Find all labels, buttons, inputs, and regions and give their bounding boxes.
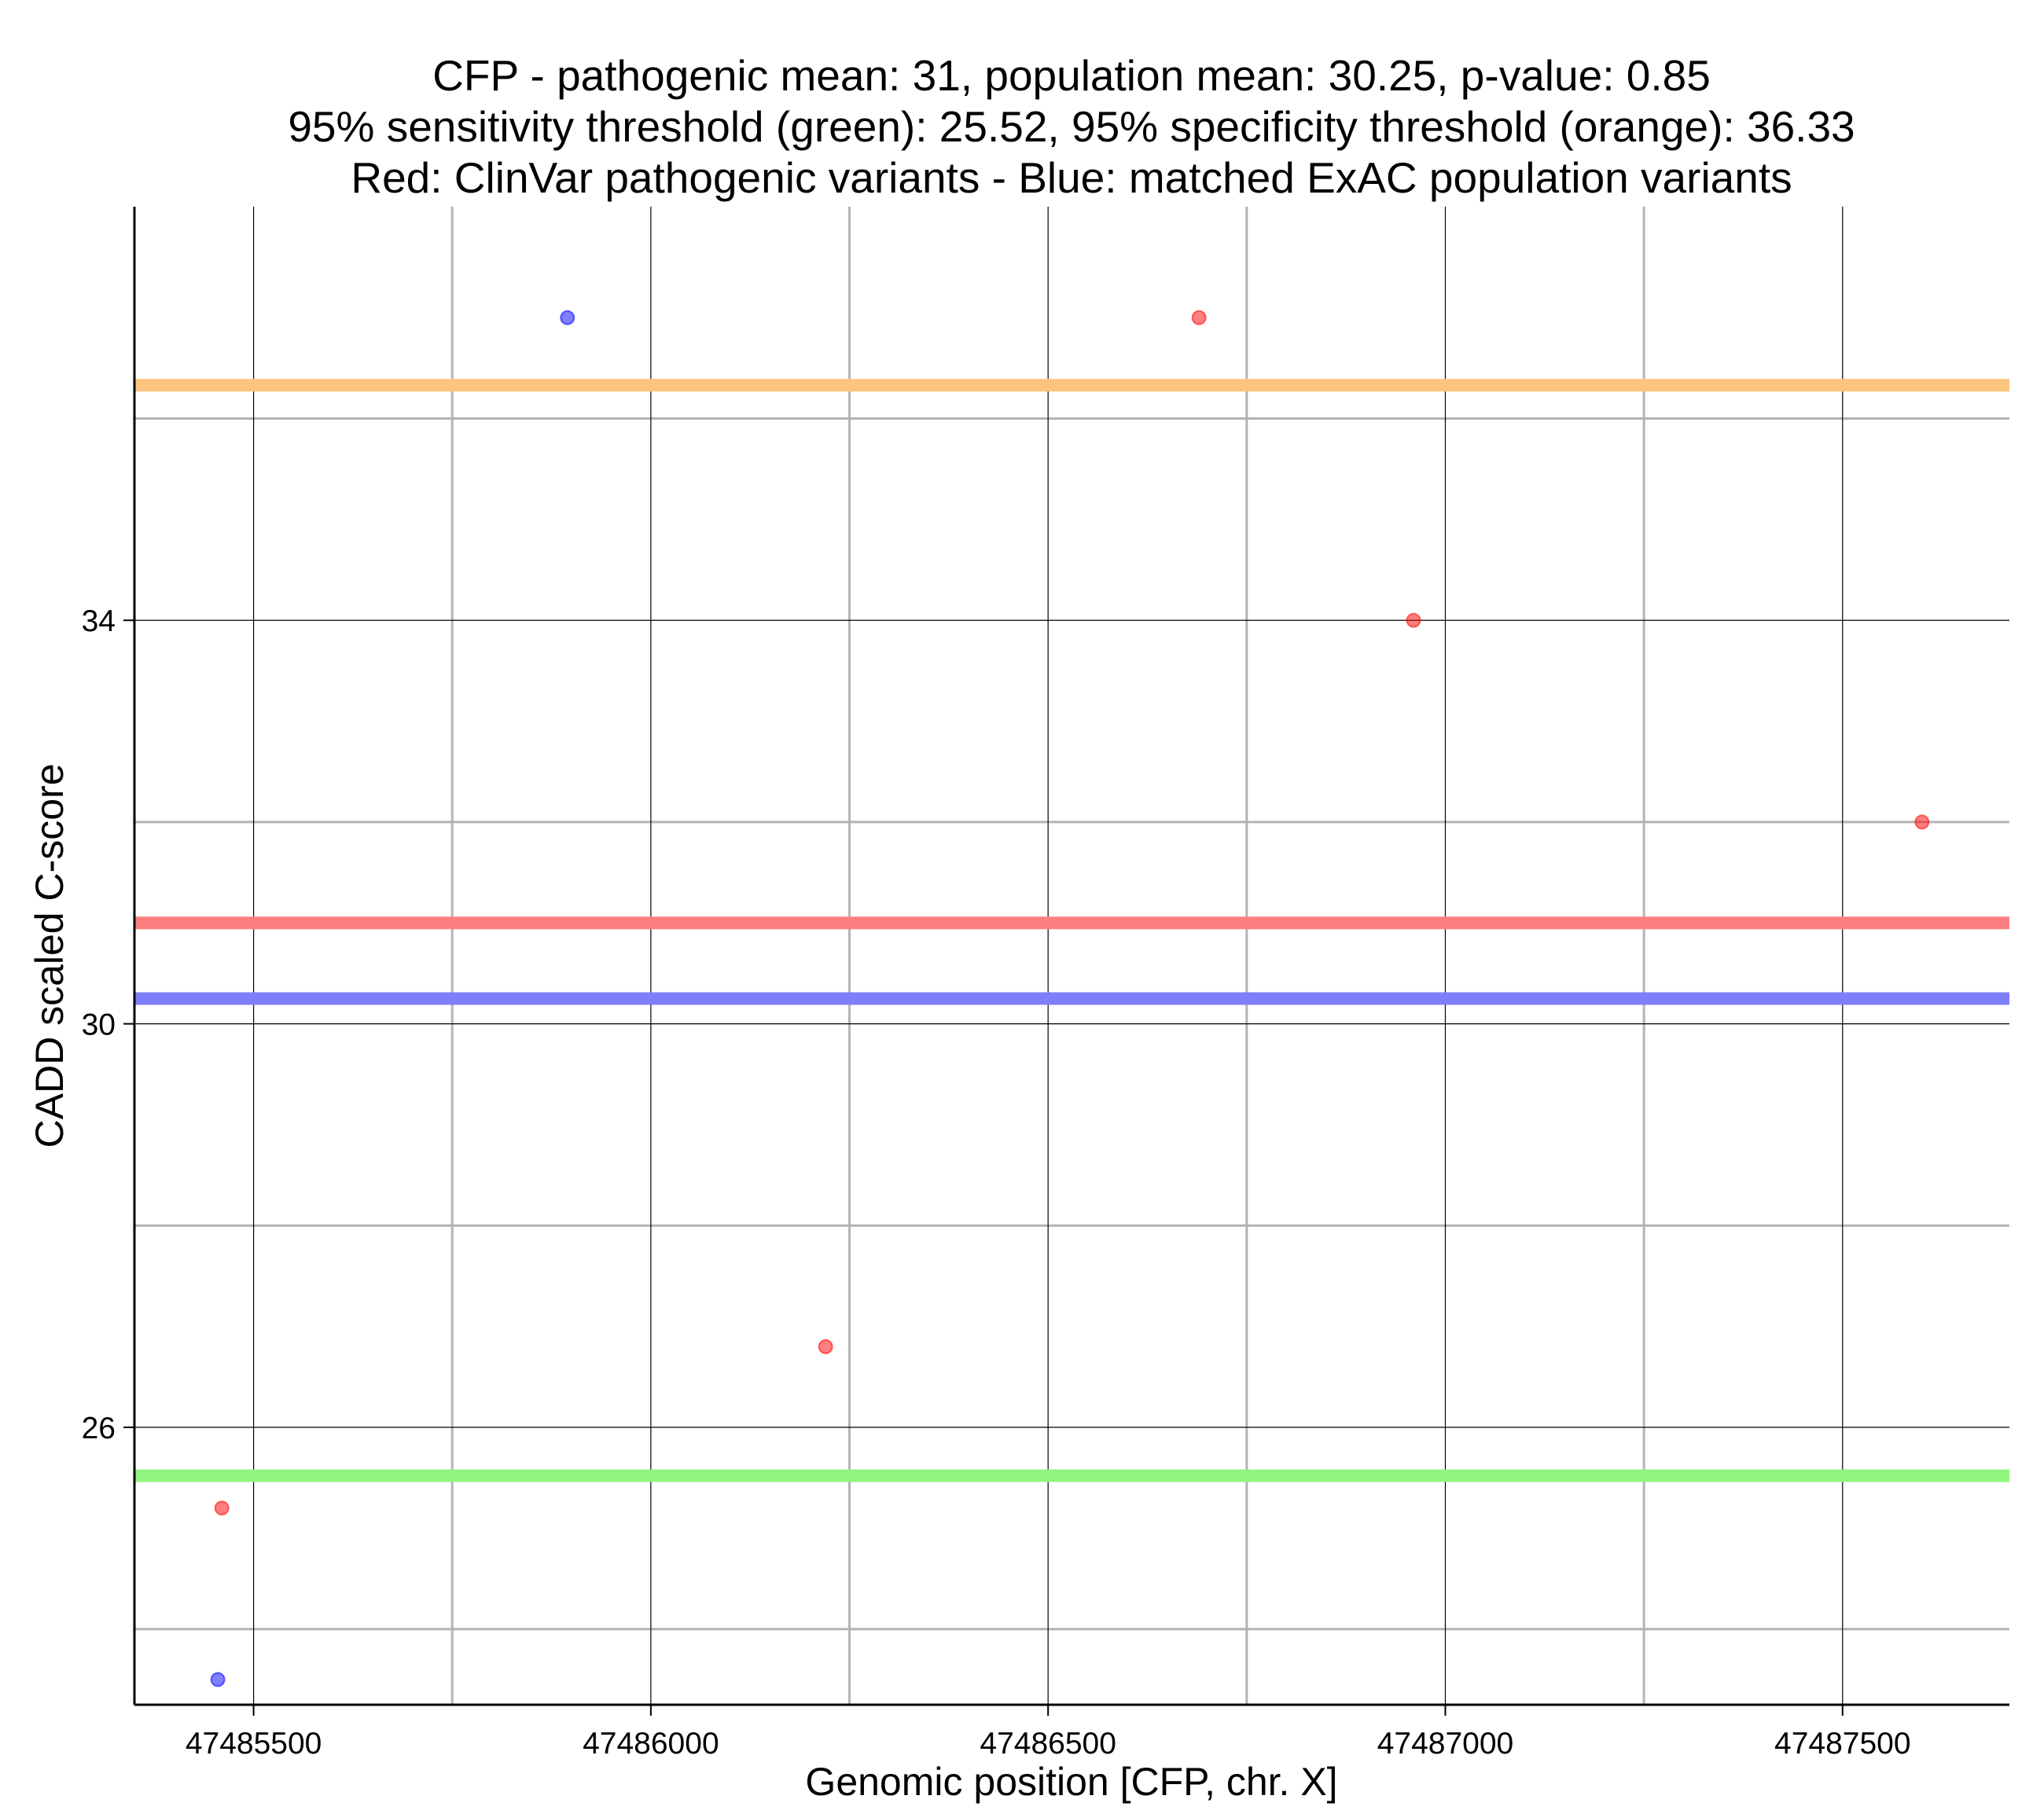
data-point — [1914, 814, 1930, 830]
x-tick-label: 47486500 — [980, 1727, 1116, 1761]
plot-area — [134, 207, 2009, 1705]
data-point — [210, 1672, 226, 1687]
y-axis-ticks: 26 30 34 — [82, 604, 134, 1445]
minor-gridlines — [134, 207, 2009, 1705]
x-axis-label: Genomic position [CFP, chr. X] — [805, 1760, 1337, 1804]
data-points — [210, 310, 1930, 1687]
y-axis-label: CADD scaled C-score — [28, 763, 72, 1148]
chart-title: CFP - pathogenic mean: 31, population me… — [288, 51, 1855, 202]
x-tick-label: 47487000 — [1377, 1727, 1514, 1761]
data-point — [1191, 310, 1207, 325]
x-tick-label: 47485500 — [186, 1727, 322, 1761]
data-point — [560, 310, 575, 325]
data-point — [1406, 612, 1421, 628]
data-point — [214, 1500, 230, 1516]
x-tick-label: 47487500 — [1774, 1727, 1911, 1761]
major-gridlines — [134, 207, 2009, 1705]
reference-lines — [134, 379, 2009, 1482]
y-tick-label: 34 — [82, 604, 116, 638]
title-line-2: 95% sensitivity threshold (green): 25.52… — [288, 102, 1855, 151]
y-tick-label: 26 — [82, 1412, 116, 1445]
y-tick-label: 30 — [82, 1008, 116, 1042]
data-point — [818, 1338, 833, 1354]
title-line-3: Red: ClinVar pathogenic variants - Blue:… — [351, 153, 1792, 202]
title-line-1: CFP - pathogenic mean: 31, population me… — [432, 51, 1711, 100]
x-axis-ticks: 47485500 47486000 47486500 47487000 47487500 — [186, 1705, 1911, 1761]
x-tick-label: 47486000 — [583, 1727, 719, 1761]
